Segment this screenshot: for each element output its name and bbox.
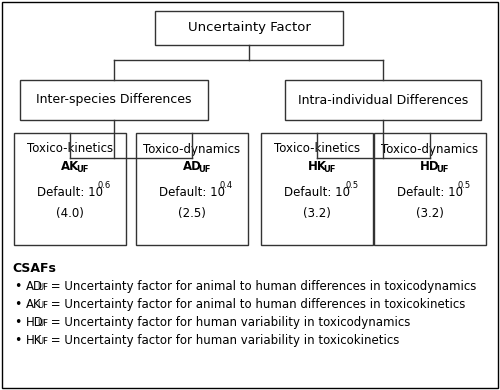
- Text: •: •: [14, 298, 22, 311]
- Text: Default: 10: Default: 10: [159, 186, 225, 200]
- Bar: [136, 133, 248, 245]
- Text: UF: UF: [76, 165, 88, 174]
- Text: = Uncertainty factor for human variability in toxicodynamics: = Uncertainty factor for human variabili…: [46, 316, 410, 329]
- Text: = Uncertainty factor for human variability in toxicokinetics: = Uncertainty factor for human variabili…: [46, 334, 399, 347]
- Text: Uncertainty Factor: Uncertainty Factor: [188, 21, 310, 34]
- Text: •: •: [14, 316, 22, 329]
- Text: Inter-species Differences: Inter-species Differences: [36, 94, 192, 106]
- Text: 0.4: 0.4: [220, 181, 233, 190]
- Text: HD: HD: [26, 316, 44, 329]
- Text: Default: 10: Default: 10: [37, 186, 103, 200]
- Text: Default: 10: Default: 10: [284, 186, 350, 200]
- Text: Toxico-dynamics: Toxico-dynamics: [382, 142, 478, 156]
- Text: 0.5: 0.5: [458, 181, 471, 190]
- Bar: [20, 80, 208, 120]
- Bar: [14, 133, 126, 245]
- Text: UF: UF: [323, 165, 336, 174]
- Text: Toxico-kinetics: Toxico-kinetics: [27, 142, 113, 156]
- Text: (3.2): (3.2): [303, 206, 331, 220]
- Text: HD: HD: [420, 160, 440, 172]
- Text: UF: UF: [436, 165, 448, 174]
- Text: = Uncertainty factor for animal to human differences in toxicokinetics: = Uncertainty factor for animal to human…: [46, 298, 465, 311]
- Bar: [285, 80, 481, 120]
- Text: UF: UF: [38, 283, 48, 292]
- Text: UF: UF: [38, 319, 48, 328]
- Text: HK: HK: [26, 334, 42, 347]
- Text: (3.2): (3.2): [416, 206, 444, 220]
- Text: UF: UF: [198, 165, 210, 174]
- Text: Intra-individual Differences: Intra-individual Differences: [298, 94, 468, 106]
- Text: •: •: [14, 280, 22, 293]
- Text: AK: AK: [61, 160, 79, 172]
- Text: AD: AD: [26, 280, 43, 293]
- Text: Toxico-dynamics: Toxico-dynamics: [144, 142, 240, 156]
- Text: HK: HK: [308, 160, 326, 172]
- Text: Default: 10: Default: 10: [397, 186, 463, 200]
- Text: UF: UF: [38, 301, 48, 310]
- Text: (4.0): (4.0): [56, 206, 84, 220]
- Text: AK: AK: [26, 298, 42, 311]
- Text: CSAFs: CSAFs: [12, 262, 56, 275]
- Text: 0.6: 0.6: [98, 181, 111, 190]
- Text: AD: AD: [182, 160, 202, 172]
- Bar: [374, 133, 486, 245]
- Text: 0.5: 0.5: [345, 181, 358, 190]
- Text: = Uncertainty factor for animal to human differences in toxicodynamics: = Uncertainty factor for animal to human…: [46, 280, 476, 293]
- Text: Toxico-kinetics: Toxico-kinetics: [274, 142, 360, 156]
- Text: (2.5): (2.5): [178, 206, 206, 220]
- Bar: [261, 133, 373, 245]
- Bar: [155, 11, 343, 45]
- Text: UF: UF: [38, 337, 48, 346]
- Text: •: •: [14, 334, 22, 347]
